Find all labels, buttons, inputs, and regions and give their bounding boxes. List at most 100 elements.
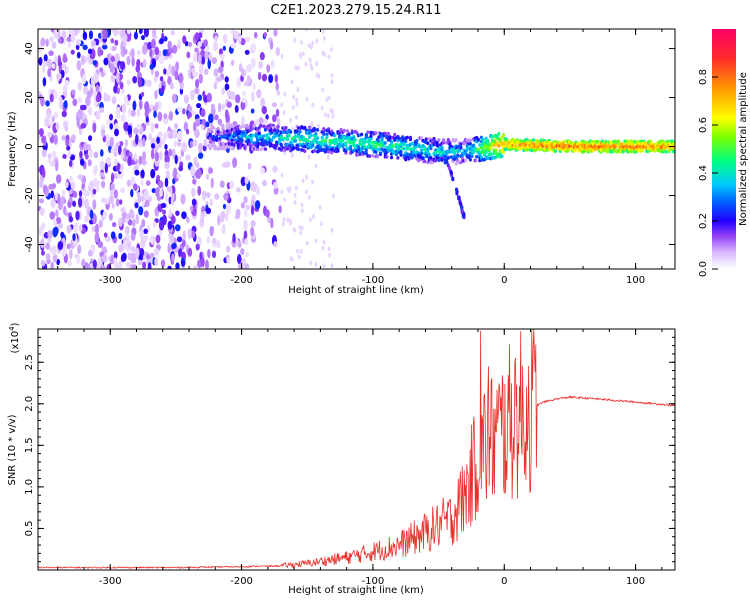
heatmap-cell (287, 134, 291, 138)
heatmap-cell (176, 130, 183, 141)
heatmap-cell (50, 198, 56, 209)
heatmap-cell (232, 143, 236, 148)
heatmap-cell (325, 135, 329, 140)
heatmap-cell (244, 263, 250, 269)
heatmap-cell (108, 195, 114, 205)
heatmap-cell (170, 192, 175, 202)
heatmap-cell (197, 152, 204, 159)
heatmap-cell (221, 103, 226, 111)
heatmap-cell (300, 202, 304, 208)
heatmap-cell (141, 44, 148, 55)
heatmap-cell (268, 74, 274, 84)
colorbar-tick-label: 0.6 (698, 117, 709, 133)
heatmap-cell (284, 126, 288, 130)
heatmap-cell (298, 224, 302, 230)
heatmap-cell (276, 90, 281, 96)
heatmap-cell (200, 108, 206, 118)
heatmap-cell (70, 49, 75, 55)
heatmap-cell (327, 95, 331, 101)
heatmap-cell (145, 180, 151, 187)
heatmap-cell (92, 199, 97, 210)
heatmap-cell (270, 59, 275, 69)
heatmap-cell (113, 145, 118, 152)
heatmap-cell (276, 117, 281, 127)
heatmap-cell (190, 110, 197, 116)
heatmap-cell (321, 87, 325, 93)
heatmap-cell (38, 133, 41, 140)
heatmap-cell (314, 163, 318, 169)
heatmap-cell (46, 58, 53, 69)
heatmap-cell (92, 259, 97, 269)
heatmap-cell (141, 159, 148, 166)
heatmap-cell (109, 212, 113, 221)
heatmap-cell (132, 264, 137, 269)
heatmap-cell (210, 177, 214, 189)
heatmap-cell (309, 133, 313, 138)
heatmap-cell (140, 169, 145, 178)
heatmap-cell (49, 93, 54, 103)
heatmap-cell (345, 129, 350, 133)
heatmap-cell (55, 122, 60, 131)
heatmap-cell (620, 142, 624, 146)
heatmap-cell (281, 221, 285, 227)
heatmap-cell (187, 228, 192, 240)
heatmap-cell (136, 49, 142, 56)
heatmap-cell (473, 158, 477, 163)
heatmap-cell (489, 145, 493, 150)
heatmap-cell (58, 222, 63, 229)
heatmap-cell (273, 181, 278, 189)
heatmap-cell (84, 261, 90, 269)
heatmap-cell (286, 186, 290, 192)
heatmap-cell (304, 29, 308, 32)
heatmap-cell (168, 208, 172, 218)
heatmap-cell (378, 151, 383, 155)
heatmap-cell (501, 133, 506, 137)
heatmap-cell (320, 105, 324, 111)
heatmap-cell (253, 31, 258, 39)
heatmap-cell (232, 146, 236, 150)
heatmap-cell (256, 89, 262, 99)
heatmap-cell (243, 230, 248, 241)
heatmap-cell (164, 154, 170, 164)
heatmap-cell (221, 210, 226, 221)
heatmap-cell (199, 213, 204, 220)
spectrogram-x-tick-label: 0 (501, 275, 507, 286)
heatmap-cell (299, 248, 303, 254)
heatmap-cell (323, 141, 327, 146)
heatmap-cell (197, 41, 202, 48)
heatmap-cell (40, 250, 45, 256)
heatmap-cell (225, 245, 231, 253)
heatmap-cell (133, 31, 138, 40)
heatmap-cell (200, 56, 206, 65)
heatmap-cell (213, 41, 218, 52)
heatmap-cell (90, 75, 96, 87)
heatmap-cell (94, 165, 98, 173)
heatmap-cell (486, 142, 490, 146)
heatmap-cell (322, 128, 326, 132)
heatmap-cell (237, 36, 242, 43)
heatmap-cell (247, 162, 252, 170)
heatmap-cell (119, 141, 124, 147)
heatmap-cell (46, 112, 51, 121)
heatmap-cell (369, 134, 373, 138)
heatmap-cell (320, 221, 324, 227)
heatmap-cell (224, 109, 229, 120)
heatmap-cell (252, 82, 256, 91)
heatmap-cell (396, 156, 400, 160)
heatmap-cell (309, 44, 313, 50)
heatmap-cell (305, 174, 309, 180)
heatmap-cell (81, 74, 87, 85)
heatmap-cell (167, 220, 173, 230)
heatmap-cell (189, 205, 194, 212)
heatmap-cell (322, 239, 326, 245)
heatmap-cell (63, 100, 68, 109)
heatmap-cell (234, 94, 241, 104)
heatmap-cell (276, 124, 280, 129)
heatmap-cell (100, 149, 104, 157)
heatmap-cell (187, 41, 193, 48)
heatmap-cell (221, 223, 226, 235)
heatmap-cell (52, 227, 58, 238)
heatmap-cell (271, 125, 275, 130)
heatmap-cell (178, 248, 183, 257)
